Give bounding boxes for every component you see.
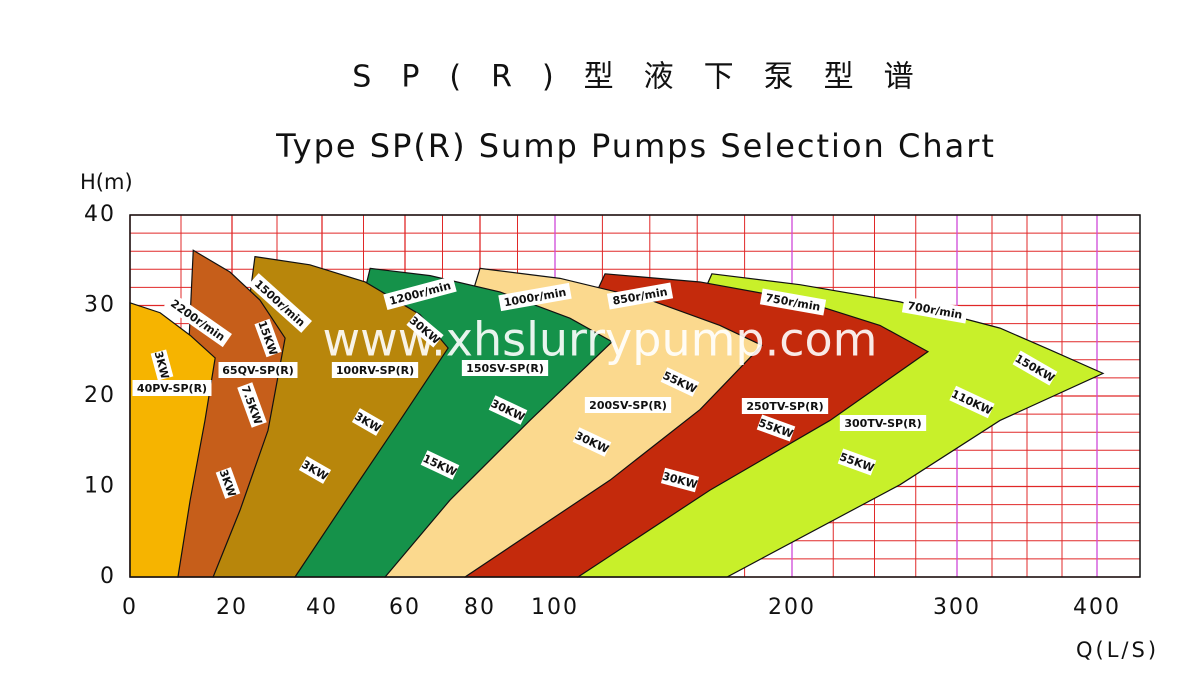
speed-label-box [498,282,572,312]
power-label-box [1012,350,1058,386]
y-tick-label: 20 [84,383,116,408]
y-axis-label: H(m) [80,170,133,194]
chart-subtitle: Type SP(R) Sump Pumps Selection Chart [275,127,996,165]
power-label-box [406,312,444,348]
model-label-group: 150SV-SP(R) [461,360,549,376]
x-tick-label: 200 [768,595,816,620]
model-label-group: 65QV-SP(R) [218,362,298,378]
power-label-group: 3KW [150,349,174,381]
power-label-box [254,318,282,358]
chart-title: SP(R)型液下泵型谱 [352,60,943,95]
model-label-box [132,380,212,396]
speed-label-box [248,273,312,333]
model-label-box [218,362,298,378]
x-tick-label: 0 [122,595,138,620]
model-label: 40PV-SP(R) [137,382,207,395]
power-label-box [756,414,796,442]
model-label: 300TV-SP(R) [844,417,921,430]
model-label: 100RV-SP(R) [336,364,414,377]
power-label-box [949,385,995,419]
model-label-group: 200SV-SP(R) [584,397,672,413]
model-label: 200SV-SP(R) [589,399,667,412]
speed-label-box [606,282,674,310]
y-tick-label: 10 [84,474,116,499]
x-tick-label: 60 [389,595,421,620]
model-label-box [461,360,549,376]
model-label: 150SV-SP(R) [466,362,544,375]
model-label: 250TV-SP(R) [746,400,823,413]
power-label-box [351,408,385,436]
x-tick-label: 40 [306,595,338,620]
y-tick-label: 30 [84,293,116,318]
x-tick-label: 300 [933,595,981,620]
power-label-box [215,467,241,499]
speed-label-box [164,292,232,348]
model-label-box [741,398,829,414]
model-label: 65QV-SP(R) [222,364,293,377]
power-label-box [660,467,700,493]
power-label-box [237,382,267,428]
power-label-box [660,367,700,397]
power-label-box [420,450,460,480]
x-axis-label: Q(L/S) [1076,638,1159,662]
power-label-box [488,395,528,425]
x-tick-label: 100 [531,595,579,620]
power-label-box [572,427,612,457]
model-label-group: 100RV-SP(R) [331,362,419,378]
power-label-box [150,349,174,381]
x-tick-label: 400 [1073,595,1121,620]
x-tick-label: 80 [464,595,496,620]
speed-label-box [383,275,457,311]
x-tick-label: 20 [216,595,248,620]
model-label-box [584,397,672,413]
speed-label-box [759,288,827,316]
power-label-box [298,456,332,484]
model-label-group: 40PV-SP(R) [132,380,212,396]
model-label-group: 250TV-SP(R) [741,398,829,414]
model-label-group: 300TV-SP(R) [839,415,927,431]
plot-frame [129,214,1141,578]
model-label-box [331,362,419,378]
model-label-box [839,415,927,431]
power-label-box [837,448,877,476]
watermark: www.xhslurrypump.com [322,313,877,367]
y-tick-label: 0 [100,564,116,589]
speed-label-box [901,296,969,324]
y-tick-label: 40 [84,202,116,227]
